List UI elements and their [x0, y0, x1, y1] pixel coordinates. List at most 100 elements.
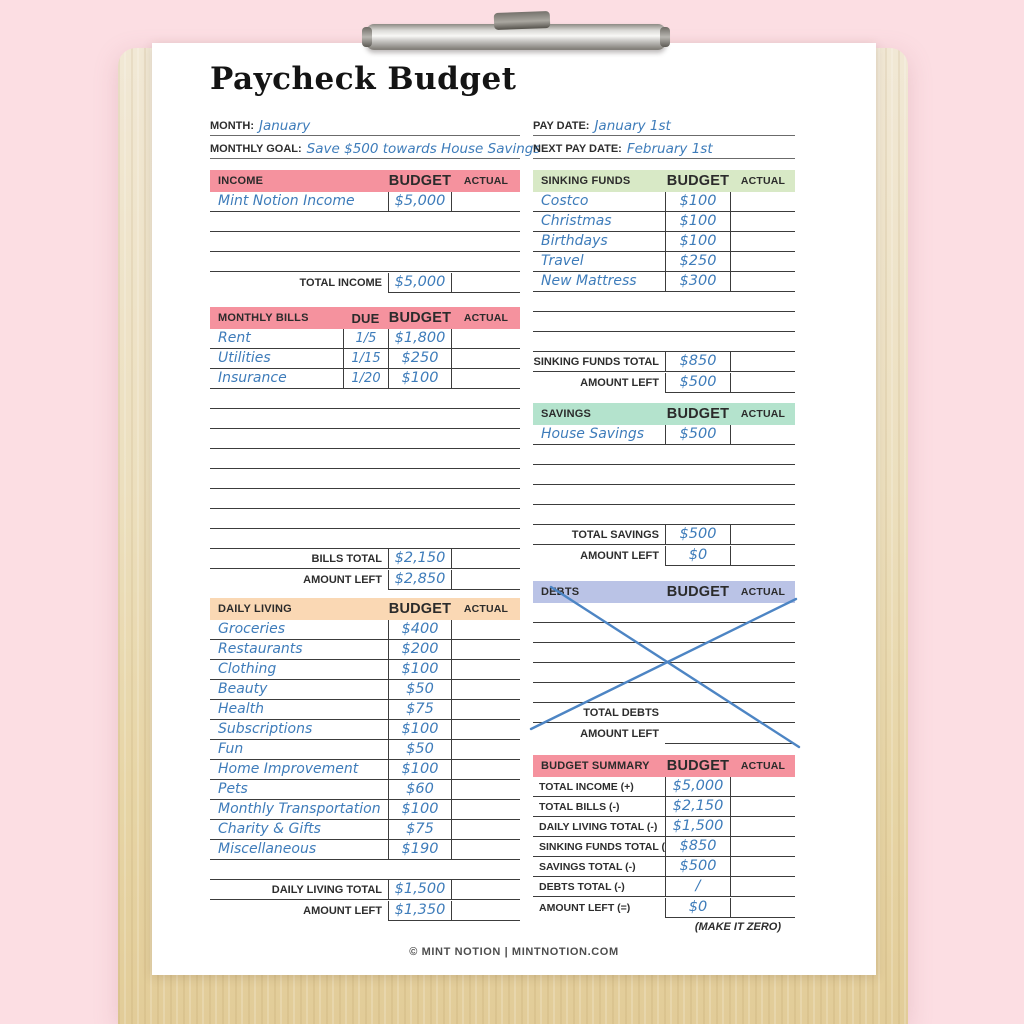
- row-budget: $250: [388, 349, 452, 368]
- make-it-zero-note: (MAKE IT ZERO): [694, 921, 781, 933]
- row-budget: $1,800: [388, 329, 452, 348]
- total-row: DAILY LIVING TOTAL $1,500: [210, 880, 520, 900]
- monthly-bills-table: MONTHLY BILLS DUE BUDGET ACTUAL Rent 1/5 $1,80…: [210, 307, 520, 590]
- row-label: Utilities: [218, 350, 271, 366]
- table-row: [210, 429, 520, 449]
- row-label: TOTAL INCOME (+): [539, 781, 634, 793]
- total-label: BILLS TOTAL: [311, 553, 382, 565]
- closing-line: [665, 917, 795, 918]
- table-row: [533, 445, 795, 465]
- row-due: 1/20: [343, 369, 388, 388]
- table-title: MONTHLY BILLS: [218, 312, 309, 324]
- closing-line: [665, 392, 795, 393]
- table-row: [533, 292, 795, 312]
- row-budget: $5,000: [388, 192, 452, 211]
- column-header: ACTUAL: [463, 603, 509, 615]
- row-budget: $50: [388, 680, 452, 699]
- pay-date-field: PAY DATE: January 1st: [533, 112, 795, 136]
- closing-line: [388, 920, 520, 921]
- row-budget: $2,150: [665, 797, 731, 816]
- closing-line: [665, 743, 795, 744]
- column-header: BUDGET: [388, 309, 452, 326]
- row-budget: $75: [388, 700, 452, 719]
- table-header: DAILY LIVING BUDGET ACTUAL: [210, 598, 520, 620]
- row-budget: $400: [388, 620, 452, 639]
- row-due: 1/15: [343, 349, 388, 368]
- row-due: 1/5: [343, 329, 388, 348]
- table-row: Utilities 1/15 $250: [210, 349, 520, 369]
- table-row: [210, 489, 520, 509]
- table-header: BUDGET SUMMARY BUDGET ACTUAL: [533, 755, 795, 777]
- row-budget: $1,500: [665, 817, 731, 836]
- monthly-goal-value: Save $500 towards House Savings: [306, 141, 541, 157]
- table-header: SAVINGS BUDGET ACTUAL: [533, 403, 795, 425]
- monthly-goal-field: MONTHLY GOAL: Save $500 towards House Sa…: [210, 135, 540, 159]
- table-row: Monthly Transportation $100: [210, 800, 520, 820]
- table-row: Travel $250: [533, 252, 795, 272]
- column-header: BUDGET: [388, 172, 452, 189]
- table-row: [210, 232, 520, 252]
- table-row: [210, 529, 520, 549]
- table-row: [533, 312, 795, 332]
- total-row: AMOUNT LEFT $2,850: [210, 569, 520, 589]
- row-label: Christmas: [541, 213, 612, 229]
- total-row: SINKING FUNDS TOTAL $850: [533, 352, 795, 372]
- column-header: DUE: [351, 310, 380, 326]
- table-row: House Savings $500: [533, 425, 795, 445]
- row-label: Pets: [218, 781, 248, 797]
- month-value: January: [259, 118, 311, 134]
- row-label: Fun: [218, 741, 244, 757]
- row-label: DEBTS TOTAL (-): [539, 881, 625, 893]
- closing-line: [388, 589, 520, 590]
- row-budget: $100: [388, 800, 452, 819]
- table-row: [533, 465, 795, 485]
- total-row: BILLS TOTAL $2,150: [210, 549, 520, 569]
- column-header: ACTUAL: [740, 408, 786, 420]
- total-budget: $5,000: [388, 273, 452, 292]
- total-budget: $0: [665, 546, 731, 565]
- table-title: SAVINGS: [541, 408, 592, 420]
- clipboard-clip-tab: [493, 11, 551, 30]
- row-label: Clothing: [218, 661, 277, 677]
- total-row: TOTAL SAVINGS $500: [533, 525, 795, 545]
- row-label: Monthly Transportation: [218, 801, 381, 817]
- row-label: House Savings: [541, 426, 645, 442]
- column-header: BUDGET: [666, 405, 730, 422]
- row-budget: $100: [665, 232, 731, 251]
- table-row: TOTAL INCOME (+) $5,000: [533, 777, 795, 797]
- total-budget: $1,350: [388, 901, 452, 920]
- next-pay-date-value: February 1st: [626, 141, 713, 157]
- row-budget: $100: [388, 660, 452, 679]
- closing-line: [665, 565, 795, 566]
- row-budget: $250: [665, 252, 731, 271]
- total-budget: $2,850: [388, 570, 452, 589]
- total-budget: $500: [665, 525, 731, 544]
- row-label: SINKING FUNDS TOTAL (-): [539, 841, 665, 853]
- row-budget: $50: [388, 740, 452, 759]
- table-row: Birthdays $100: [533, 232, 795, 252]
- total-label: TOTAL INCOME: [299, 277, 383, 289]
- total-row: AMOUNT LEFT: [533, 723, 795, 743]
- table-row: Subscriptions $100: [210, 720, 520, 740]
- column-header: ACTUAL: [463, 312, 509, 324]
- table-title: DAILY LIVING: [218, 603, 292, 615]
- table-row: [210, 449, 520, 469]
- table-row: [210, 212, 520, 232]
- total-label: AMOUNT LEFT: [580, 550, 659, 562]
- table-row: TOTAL BILLS (-) $2,150: [533, 797, 795, 817]
- column-header: ACTUAL: [740, 586, 786, 598]
- row-label: DAILY LIVING TOTAL (-): [539, 821, 658, 833]
- row-label: Restaurants: [218, 641, 303, 657]
- sinking-funds-table: SINKING FUNDS BUDGET ACTUAL Costco $100 Chris…: [533, 170, 795, 393]
- column-header: BUDGET: [666, 757, 730, 774]
- table-row: [210, 469, 520, 489]
- table-row: Pets $60: [210, 780, 520, 800]
- total-row: AMOUNT LEFT $500: [533, 372, 795, 392]
- table-row: [533, 603, 795, 623]
- table-row: SINKING FUNDS TOTAL (-) $850: [533, 837, 795, 857]
- table-row: [533, 505, 795, 525]
- row-label: Health: [218, 701, 264, 717]
- total-row: TOTAL DEBTS: [533, 703, 795, 723]
- row-label: Home Improvement: [218, 761, 359, 777]
- row-label: Birthdays: [541, 233, 608, 249]
